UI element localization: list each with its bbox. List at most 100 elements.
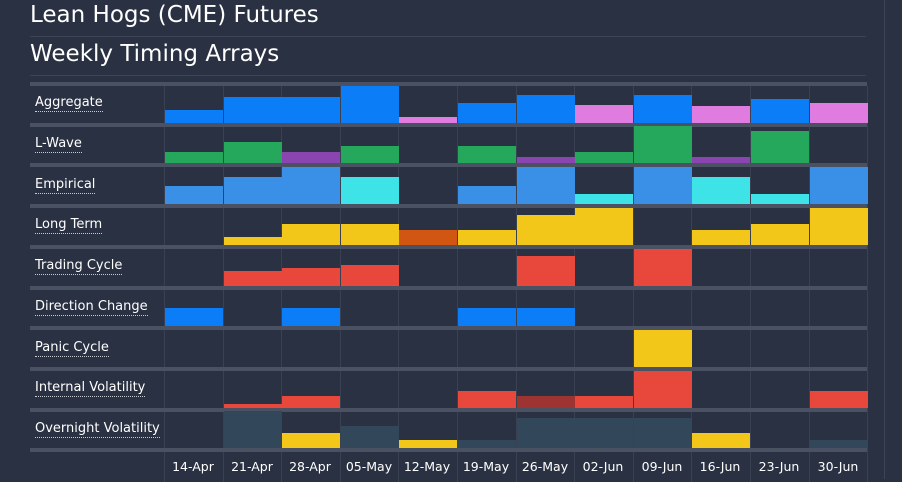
row-divider: [30, 123, 867, 127]
timing-bar: [575, 396, 633, 408]
timing-bar: [634, 371, 692, 408]
row-divider: [30, 204, 867, 208]
date-label: 26-May: [521, 459, 569, 474]
timing-bar: [751, 194, 809, 204]
row-divider: [30, 163, 867, 167]
title-bar: Lean Hogs (CME) Futures: [30, 0, 866, 37]
timing-bar: [458, 103, 516, 123]
timing-bar: [399, 117, 457, 123]
timing-bar: [282, 224, 340, 245]
row-divider: [30, 448, 867, 452]
timing-bar: [341, 177, 399, 204]
date-label: 14-Apr: [172, 459, 214, 474]
right-divider: [884, 0, 885, 479]
timing-bar: [517, 95, 575, 123]
row-label: Direction Change: [35, 299, 148, 316]
timing-bar: [399, 440, 457, 448]
row-label: Panic Cycle: [35, 340, 109, 357]
timing-bar: [751, 99, 809, 123]
timing-bar: [341, 224, 399, 245]
timing-bar: [575, 105, 633, 123]
subtitle-divider: [30, 75, 866, 76]
timing-bar: [634, 330, 692, 367]
timing-bar: [458, 308, 516, 326]
row-label: Overnight Volatility: [35, 421, 160, 438]
date-label: 19-May: [462, 459, 510, 474]
timing-bar: [634, 249, 692, 286]
timing-bar: [341, 86, 399, 123]
timing-bar: [282, 268, 340, 286]
timing-bar: [165, 110, 223, 123]
timing-bar: [341, 146, 399, 163]
column-divider: [750, 86, 751, 482]
column-divider: [340, 86, 341, 482]
column-divider: [809, 86, 810, 482]
column-divider: [516, 86, 517, 482]
timing-bar: [575, 152, 633, 163]
date-label: 30-Jun: [817, 459, 859, 474]
timing-bar: [282, 433, 340, 448]
timing-bar: [634, 167, 692, 204]
timing-bar: [634, 95, 692, 123]
timing-bar: [692, 177, 750, 204]
timing-bar: [165, 308, 223, 326]
timing-bar: [692, 106, 750, 123]
timing-bar: [810, 167, 868, 204]
date-label: 12-May: [403, 459, 451, 474]
row-label: Internal Volatility: [35, 380, 146, 397]
timing-bar: [810, 440, 868, 448]
column-divider: [223, 86, 224, 482]
timing-bar: [458, 391, 516, 408]
timing-bar: [224, 97, 282, 123]
timing-bar: [224, 271, 282, 286]
timing-bar: [458, 440, 516, 448]
timing-bar: [458, 230, 516, 245]
grid-top-border: [30, 82, 867, 86]
column-divider: [867, 86, 868, 482]
timing-bar: [751, 224, 809, 245]
timing-bar: [517, 167, 575, 204]
timing-bar: [517, 308, 575, 326]
column-divider: [633, 86, 634, 482]
timing-bar: [810, 391, 868, 408]
timing-bar: [399, 230, 457, 245]
timing-bar: [517, 418, 575, 448]
timing-bar: [224, 404, 282, 408]
timing-bar: [458, 186, 516, 204]
row-label: Empirical: [35, 177, 96, 194]
date-label: 16-Jun: [699, 459, 741, 474]
timing-bar: [517, 215, 575, 245]
date-label: 09-Jun: [641, 459, 683, 474]
page-title: Lean Hogs (CME) Futures: [30, 2, 319, 28]
page-subtitle: Weekly Timing Arrays: [30, 41, 280, 67]
row-divider: [30, 245, 867, 249]
timing-bar: [282, 152, 340, 163]
timing-bar: [458, 146, 516, 163]
row-divider: [30, 326, 867, 330]
row-label: Long Term: [35, 217, 103, 234]
timing-bar: [517, 157, 575, 163]
timing-bar: [751, 131, 809, 163]
timing-bar: [224, 411, 282, 448]
timing-bar: [282, 167, 340, 204]
timing-bar: [224, 237, 282, 245]
row-divider: [30, 408, 867, 412]
column-divider: [164, 86, 165, 482]
timing-bar: [692, 157, 750, 163]
timing-bar: [517, 396, 575, 408]
timing-bar: [634, 126, 692, 163]
date-label: 21-Apr: [231, 459, 273, 474]
timing-bar: [341, 265, 399, 286]
row-divider: [30, 286, 867, 290]
row-divider: [30, 367, 867, 371]
timing-bar: [575, 194, 633, 204]
date-label: 23-Jun: [758, 459, 800, 474]
timing-bar: [692, 433, 750, 448]
timing-bar: [810, 208, 868, 245]
timing-bar: [224, 142, 282, 163]
timing-bar: [282, 396, 340, 408]
timing-bar: [692, 230, 750, 245]
timing-bar: [810, 103, 868, 123]
timing-bar: [575, 418, 633, 448]
timing-bar: [517, 256, 575, 286]
